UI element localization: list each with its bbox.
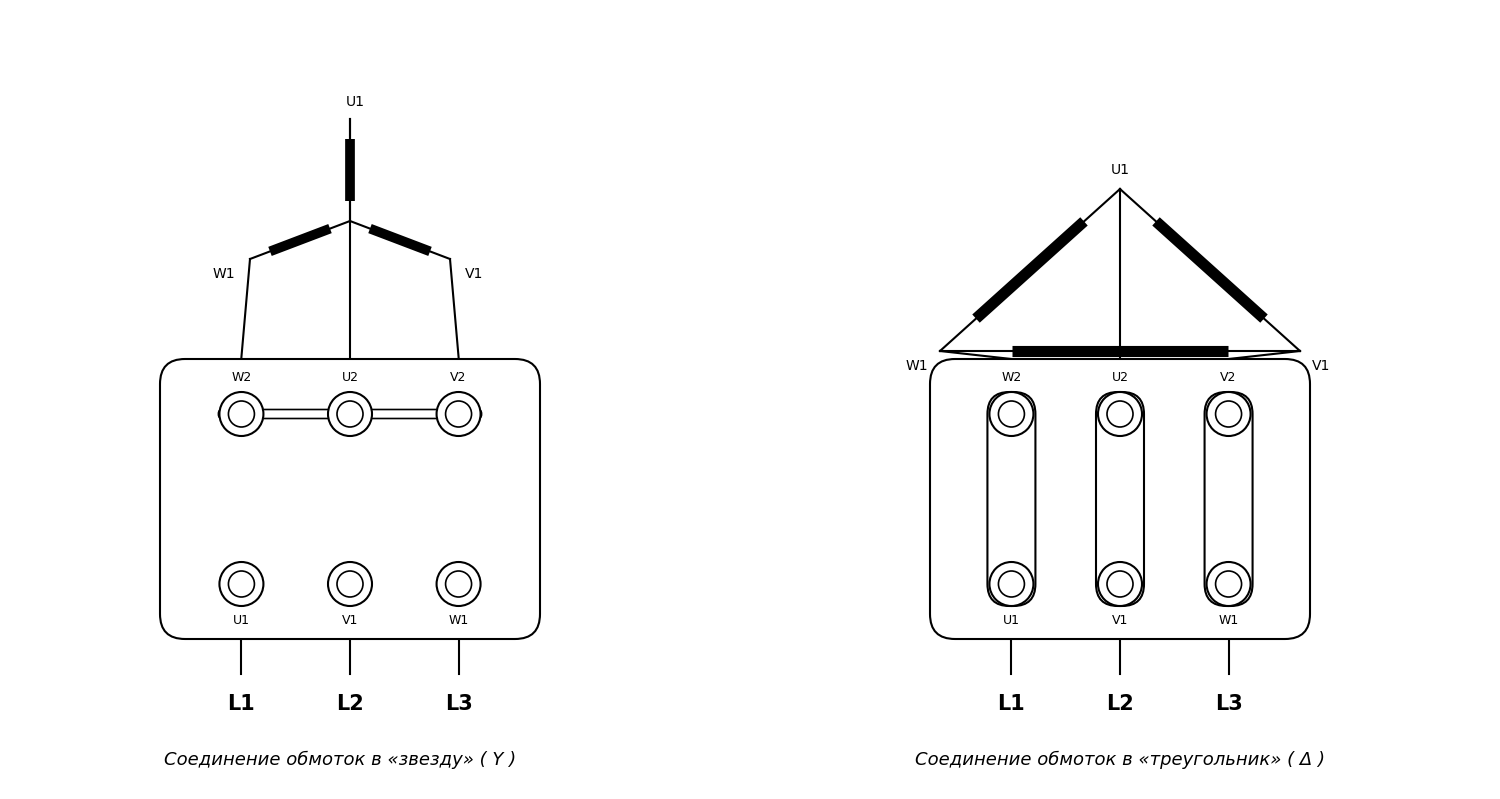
Text: U1: U1 bbox=[1004, 614, 1020, 627]
Circle shape bbox=[338, 571, 363, 597]
Circle shape bbox=[436, 392, 480, 436]
Circle shape bbox=[1215, 401, 1242, 427]
Circle shape bbox=[446, 571, 471, 597]
Text: V1: V1 bbox=[1312, 359, 1330, 373]
Text: L1: L1 bbox=[998, 694, 1026, 714]
Text: V2: V2 bbox=[1221, 371, 1238, 384]
FancyBboxPatch shape bbox=[987, 392, 1035, 606]
Text: W1: W1 bbox=[906, 359, 928, 373]
Text: L3: L3 bbox=[444, 694, 472, 714]
Circle shape bbox=[1206, 392, 1251, 436]
Text: L3: L3 bbox=[1215, 694, 1242, 714]
Text: L2: L2 bbox=[336, 694, 364, 714]
Text: W1: W1 bbox=[213, 267, 236, 281]
Circle shape bbox=[436, 562, 480, 606]
Circle shape bbox=[228, 571, 255, 597]
Circle shape bbox=[1098, 562, 1142, 606]
FancyBboxPatch shape bbox=[219, 410, 482, 419]
Circle shape bbox=[990, 392, 1033, 436]
Circle shape bbox=[999, 571, 1024, 597]
FancyBboxPatch shape bbox=[930, 359, 1310, 639]
Circle shape bbox=[446, 401, 471, 427]
Circle shape bbox=[1107, 571, 1132, 597]
Circle shape bbox=[328, 392, 372, 436]
Circle shape bbox=[1206, 562, 1251, 606]
Text: U1: U1 bbox=[345, 95, 364, 109]
Text: W1: W1 bbox=[1218, 614, 1239, 627]
Circle shape bbox=[219, 562, 264, 606]
Circle shape bbox=[1098, 392, 1142, 436]
Text: U1: U1 bbox=[232, 614, 250, 627]
Text: U2: U2 bbox=[1112, 371, 1128, 384]
Text: V1: V1 bbox=[1112, 614, 1128, 627]
Text: V1: V1 bbox=[342, 614, 358, 627]
FancyBboxPatch shape bbox=[1096, 392, 1144, 606]
FancyBboxPatch shape bbox=[160, 359, 540, 639]
Text: V1: V1 bbox=[465, 267, 483, 281]
Text: Соединение обмоток в «треугольник» ( Δ ): Соединение обмоток в «треугольник» ( Δ ) bbox=[915, 751, 1324, 769]
Circle shape bbox=[999, 401, 1024, 427]
Circle shape bbox=[990, 562, 1033, 606]
Text: L2: L2 bbox=[1106, 694, 1134, 714]
Text: U1: U1 bbox=[1110, 163, 1130, 177]
Circle shape bbox=[338, 401, 363, 427]
FancyBboxPatch shape bbox=[1204, 392, 1252, 606]
Circle shape bbox=[219, 392, 264, 436]
Text: Соединение обмоток в «звезду» ( Y ): Соединение обмоток в «звезду» ( Y ) bbox=[164, 751, 516, 769]
Text: L1: L1 bbox=[228, 694, 255, 714]
Circle shape bbox=[1215, 571, 1242, 597]
Text: W2: W2 bbox=[231, 371, 252, 384]
Circle shape bbox=[228, 401, 255, 427]
Text: U2: U2 bbox=[342, 371, 358, 384]
Text: W2: W2 bbox=[1002, 371, 1022, 384]
Text: V2: V2 bbox=[450, 371, 466, 384]
Circle shape bbox=[1107, 401, 1132, 427]
Circle shape bbox=[328, 562, 372, 606]
Text: W1: W1 bbox=[448, 614, 468, 627]
